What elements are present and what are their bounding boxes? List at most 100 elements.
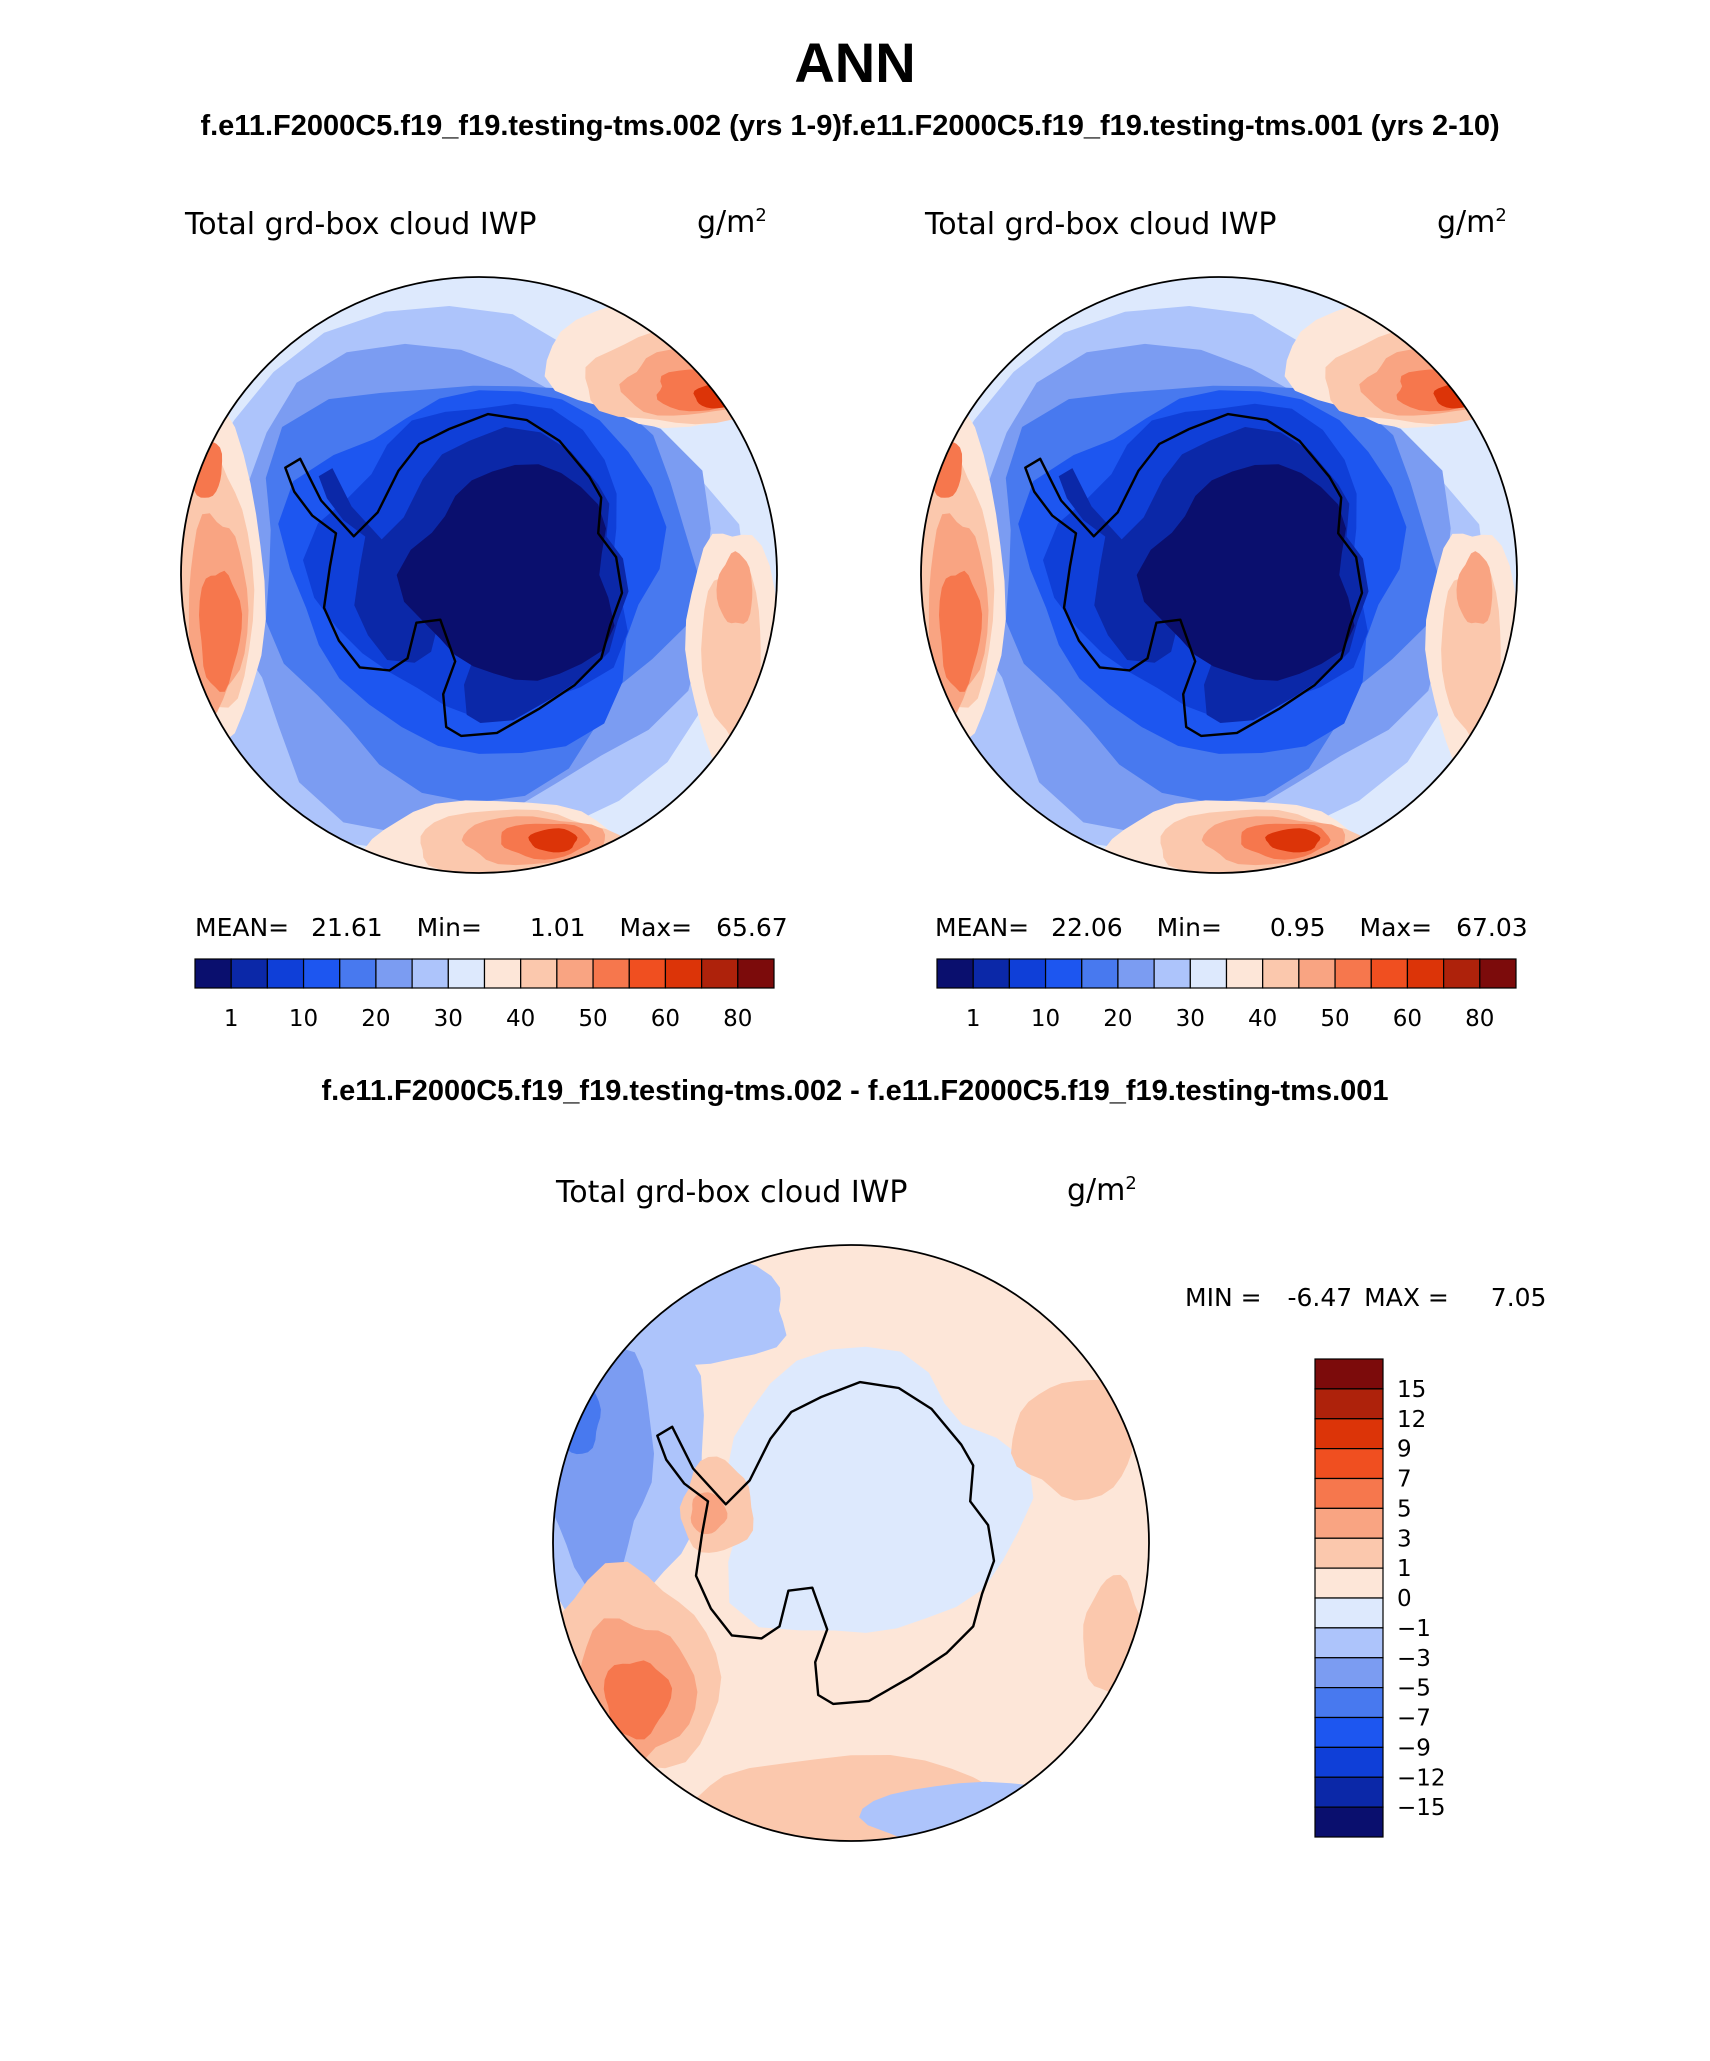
panel2-units-label: g/m2 [1437, 205, 1507, 240]
polar-map-2 [920, 276, 1518, 874]
field-contour [185, 438, 223, 498]
panel1-colorbar: 1 10 20 30 40 50 60 80 [194, 958, 775, 1032]
map-boundary [920, 276, 1518, 874]
colorbar-swatch [1314, 1567, 1384, 1599]
colorbar-tick-label: 15 [1397, 1377, 1426, 1403]
colorbar-tick-label: 12 [1397, 1407, 1426, 1433]
colorbar-tick-label: −15 [1397, 1795, 1446, 1821]
colorbar-swatch [1225, 958, 1264, 989]
colorbar-swatch [1081, 958, 1119, 989]
colorbar-swatch [1298, 958, 1336, 989]
colorbar-tick-label: 7 [1397, 1467, 1412, 1493]
diff-title: f.e11.F2000C5.f19_f19.testing-tms.002 - … [321, 1075, 1389, 1107]
colorbar-swatch [339, 958, 377, 989]
colorbar-swatch [302, 958, 341, 989]
colorbar-swatch [1370, 958, 1409, 989]
colorbar-tick-label: 50 [1320, 1006, 1349, 1032]
colorbar-tick-label: 3 [1397, 1526, 1412, 1552]
colorbar-swatch [194, 958, 232, 989]
colorbar-swatch [628, 958, 667, 989]
colorbar-swatch [1153, 958, 1191, 989]
colorbar-tick-label: 60 [651, 1006, 680, 1032]
field-contour [1456, 551, 1493, 624]
colorbar-swatch [483, 958, 522, 989]
colorbar-swatch [1314, 1537, 1384, 1569]
map-field-1 [181, 277, 777, 873]
colorbar-swatch [266, 958, 305, 989]
map-boundary [180, 276, 778, 874]
colorbar-tick-label: 60 [1393, 1006, 1422, 1032]
colorbar-swatch [411, 958, 449, 989]
panel1-units-label: g/m2 [697, 205, 767, 240]
colorbar-swatch [1044, 958, 1083, 989]
field-contour [528, 828, 578, 853]
field-contour [1136, 464, 1355, 681]
colorbar-tick-label: 1 [224, 1006, 239, 1032]
colorbar-tick-label: 0 [1397, 1586, 1412, 1612]
colorbar-tick-label: −5 [1397, 1676, 1431, 1702]
colorbar-swatch [936, 958, 974, 989]
colorbar-tick-label: −9 [1397, 1735, 1431, 1761]
colorbar-tick-label: 30 [1176, 1006, 1205, 1032]
panel1-variable-label: Total grd-box cloud IWP [185, 207, 537, 242]
colorbar-tick-label: 40 [506, 1006, 535, 1032]
panel3-stats: MIN = -6.47 MAX = 7.05 [1185, 1283, 1547, 1312]
case-right-title: f.e11.F2000C5.f19_f19.testing-tms.001 (y… [842, 110, 1500, 142]
colorbar-tick-label: −3 [1397, 1646, 1431, 1672]
colorbar-swatch [1314, 1716, 1384, 1748]
colorbar-swatch [1334, 958, 1372, 989]
field-contour [925, 438, 963, 498]
field-contour [1011, 1379, 1132, 1501]
map-field-3 [553, 1245, 1149, 1841]
colorbar-swatch [1314, 1776, 1384, 1808]
colorbar-swatch [1314, 1418, 1384, 1450]
colorbar-swatch [447, 958, 486, 989]
colorbar-swatch [1314, 1746, 1384, 1778]
colorbar-swatch [737, 958, 775, 989]
polar-map-1 [180, 276, 778, 874]
panel2-colorbar: 1 10 20 30 40 50 60 80 [936, 958, 1517, 1032]
colorbar-tick-label: 40 [1248, 1006, 1277, 1032]
colorbar-tick-label: −12 [1397, 1765, 1446, 1791]
colorbar-swatch [1314, 1388, 1384, 1420]
colorbar-tick-label: 10 [289, 1006, 318, 1032]
field-contour [570, 1256, 787, 1366]
field-contour [727, 1346, 1034, 1633]
colorbar-tick-label: 5 [1397, 1496, 1412, 1522]
colorbar-swatch [1314, 1687, 1384, 1719]
colorbar-swatch [1443, 958, 1481, 989]
antarctica-coastline [284, 412, 624, 738]
colorbar-swatch [1314, 1627, 1384, 1659]
panel3-colorbar: 15 12 9 7 5 3 1 0 −1 −3 −5 −7 −9 −12 −15 [1314, 1358, 1446, 1838]
panel3-units-label: g/m2 [1067, 1173, 1137, 1208]
panel2-variable-label: Total grd-box cloud IWP [925, 207, 1277, 242]
colorbar-swatch [1314, 1477, 1384, 1509]
colorbar-swatch [1479, 958, 1517, 989]
colorbar-tick-label: −7 [1397, 1706, 1431, 1732]
field-contour [396, 464, 615, 681]
field-contour [690, 1492, 728, 1534]
case-left-title: f.e11.F2000C5.f19_f19.testing-tms.002 (y… [200, 110, 842, 142]
colorbar-swatch [1314, 1448, 1384, 1480]
map-field-2 [921, 277, 1517, 873]
colorbar-tick-label: 20 [1103, 1006, 1132, 1032]
field-contour [199, 570, 243, 692]
colorbar-tick-label: 10 [1031, 1006, 1060, 1032]
colorbar-tick-label: −1 [1397, 1616, 1431, 1642]
map-boundary [552, 1244, 1150, 1842]
colorbar-swatch [520, 958, 558, 989]
colorbar-tick-label: 1 [1397, 1556, 1412, 1582]
colorbar-swatch [972, 958, 1010, 989]
panel3-variable-label: Total grd-box cloud IWP [556, 1175, 908, 1210]
colorbar-tick-label: 80 [723, 1006, 752, 1032]
colorbar-tick-label: 1 [966, 1006, 981, 1032]
colorbar-swatch [1189, 958, 1228, 989]
colorbar-tick-label: 50 [578, 1006, 607, 1032]
colorbar-tick-label: 30 [434, 1006, 463, 1032]
antarctica-coastline [656, 1380, 996, 1706]
field-contour [716, 551, 753, 624]
colorbar-swatch [1117, 958, 1155, 989]
colorbar-swatch [1314, 1657, 1384, 1689]
colorbar-swatch [1314, 1597, 1384, 1629]
